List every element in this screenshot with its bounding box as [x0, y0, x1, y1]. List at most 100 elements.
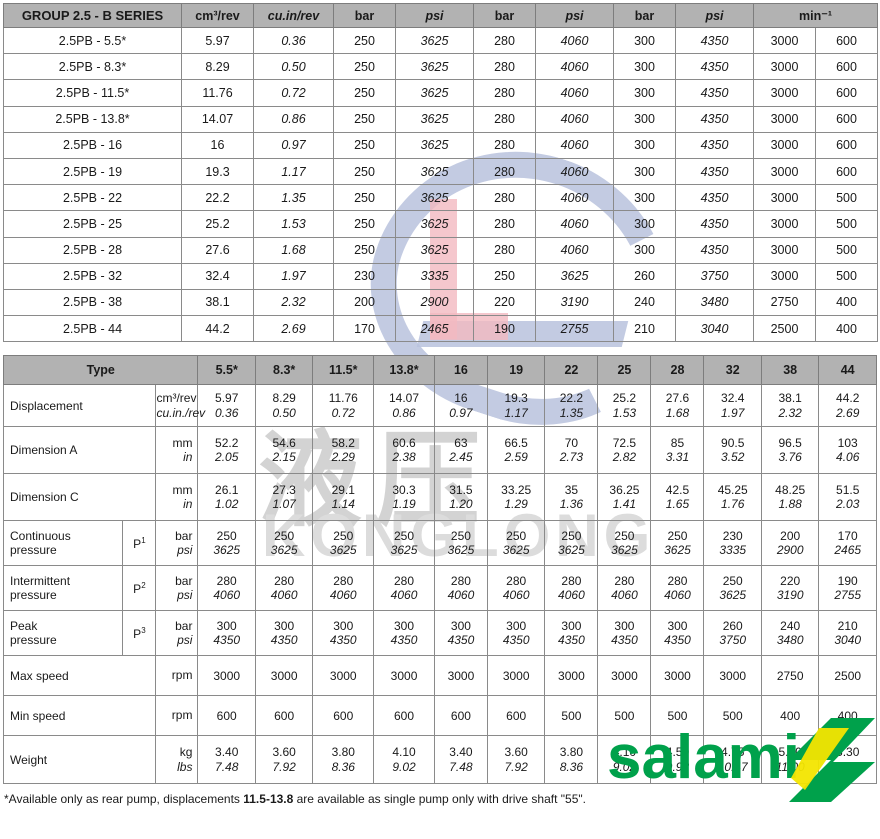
- value-secondary: 4350: [270, 633, 298, 648]
- pressure-symbol-cell: P3: [122, 610, 157, 657]
- model-name-cell: 2.5PB - 5.5*: [3, 26, 182, 55]
- data-cell: 3190: [535, 288, 614, 317]
- matrix-data-cell: 3.60 7.92: [486, 735, 546, 785]
- footnote: *Available only as rear pump, displaceme…: [4, 792, 880, 806]
- value-primary: 280: [506, 573, 527, 588]
- value-primary: 103: [837, 435, 858, 450]
- data-cell: 190: [473, 315, 536, 343]
- value-primary: 260: [722, 618, 743, 633]
- value-primary: 240: [780, 618, 801, 633]
- matrix-data-cell: 22.2 1.35: [544, 384, 599, 428]
- table-row: 2.5PB - 19 19.3 1.17 250 3625 280 4060 300 4350 3…: [3, 157, 879, 186]
- matrix-data-cell: 54.6 2.15: [254, 426, 314, 475]
- value-secondary: 4060: [558, 588, 585, 603]
- value-primary: 500: [667, 708, 688, 723]
- data-cell: 3625: [395, 105, 474, 133]
- data-cell: 300: [613, 210, 676, 238]
- data-cell: 0.97: [253, 131, 334, 159]
- value-secondary: 2755: [834, 588, 862, 603]
- pressure-symbol-cell: P2: [122, 565, 157, 612]
- unit-primary: kg: [179, 745, 193, 760]
- unit-cell: kg lbs: [155, 735, 199, 785]
- value-secondary: 1.88: [778, 497, 802, 512]
- matrix-data-cell: 3.40 7.48: [433, 735, 488, 785]
- data-cell: 600: [814, 79, 879, 107]
- matrix-data-cell: 400: [818, 695, 877, 737]
- value-primary: 25.2: [612, 391, 637, 406]
- value-primary: 11.76: [328, 391, 358, 406]
- data-cell: 3000: [753, 79, 816, 107]
- matrix-data-cell: 280 4060: [373, 565, 435, 612]
- data-cell: 4350: [675, 105, 754, 133]
- value-secondary: 8.36: [559, 759, 584, 774]
- matrix-data-cell: 2500: [818, 655, 877, 697]
- value-primary: 26.1: [215, 482, 239, 497]
- value-primary: 300: [506, 618, 527, 633]
- data-cell: 22.2: [181, 184, 254, 212]
- data-cell: 3000: [753, 236, 816, 264]
- header-col-13-8: 13.8*: [373, 355, 435, 386]
- row-label-line: Min speed: [10, 708, 66, 723]
- header-col-44: 44: [818, 355, 877, 386]
- value-primary: 22.2: [559, 391, 584, 406]
- matrix-data-cell: 3000: [703, 655, 762, 697]
- matrix-data-cell: 230 3335: [703, 520, 762, 567]
- value-primary: 600: [216, 708, 237, 723]
- data-cell: 32.4: [181, 262, 254, 290]
- value-primary: 38.1: [778, 391, 802, 406]
- pressure-symbol-cell: P1: [122, 520, 157, 567]
- data-cell: 3625: [395, 210, 474, 238]
- unit-primary: bar: [175, 573, 193, 588]
- data-cell: 3750: [675, 262, 754, 290]
- matrix-row: Continuous pressure P1 bar psi 250 3625 250 3625…: [2, 520, 877, 567]
- value-secondary: 0.86: [392, 405, 416, 420]
- matrix-row: Peak pressure P3 bar psi 300 4350 300 4350 300 435…: [2, 610, 877, 657]
- data-cell: 300: [613, 184, 676, 212]
- value-primary: 280: [394, 573, 415, 588]
- value-secondary: 3335: [719, 543, 747, 558]
- data-cell: 3000: [753, 131, 816, 159]
- value-secondary: 1.65: [665, 497, 690, 512]
- matrix-data-cell: 3.40 7.48: [197, 735, 256, 785]
- matrix-data-cell: 63 2.45: [433, 426, 488, 475]
- value-primary: 500: [561, 708, 582, 723]
- data-cell: 1.35: [253, 184, 334, 212]
- value-secondary: 4350: [558, 633, 585, 648]
- matrix-data-cell: 4.75 10.47: [703, 735, 762, 785]
- value-primary: 66.5: [504, 435, 528, 450]
- model-name-cell: 2.5PB - 38: [3, 288, 182, 317]
- footnote-part2: are available as single pump only with d…: [293, 792, 586, 807]
- value-secondary: 3040: [834, 633, 862, 648]
- matrix-data-cell: 280 4060: [544, 565, 599, 612]
- data-cell: 600: [814, 105, 879, 133]
- table-row: 2.5PB - 38 38.1 2.32 200 2900 220 3190 240 3480 2…: [3, 288, 879, 317]
- data-cell: 300: [613, 236, 676, 264]
- matrix-data-cell: 300 4350: [544, 610, 599, 657]
- header-type: Type: [2, 355, 199, 386]
- value-secondary: 1.68: [665, 405, 690, 420]
- data-cell: 250: [333, 157, 396, 186]
- matrix-data-cell: 11.76 0.72: [312, 384, 375, 428]
- matrix-data-cell: 90.5 3.52: [703, 426, 762, 475]
- value-primary: 600: [450, 708, 471, 723]
- value-secondary: 1.19: [392, 497, 416, 512]
- value-primary: 51.5: [836, 482, 860, 497]
- value-primary: 250: [216, 528, 237, 543]
- data-cell: 4350: [675, 79, 754, 107]
- matrix-row: Min speed rpm 600 600 600 600 600 600 500 500 500 5…: [2, 695, 877, 737]
- header-psi-2: psi: [535, 3, 614, 28]
- value-primary: 35: [564, 482, 579, 497]
- matrix-data-cell: 26.1 1.02: [197, 473, 256, 522]
- value-primary: 27.6: [665, 391, 690, 406]
- matrix-data-cell: 29.1 1.14: [312, 473, 375, 522]
- data-cell: 8.29: [181, 53, 254, 81]
- value-secondary: 1.41: [612, 497, 637, 512]
- value-primary: 600: [274, 708, 295, 723]
- model-name-cell: 2.5PB - 19: [3, 157, 182, 186]
- value-secondary: 2.05: [215, 450, 239, 465]
- value-secondary: 7.48: [215, 759, 239, 774]
- matrix-row: Max speed rpm 3000 3000 3000 3000 3000 3000 3000…: [2, 655, 877, 697]
- value-primary: 5.30: [836, 745, 860, 760]
- value-secondary: 7.48: [449, 759, 473, 774]
- matrix-data-cell: 4.10 9.02: [597, 735, 652, 785]
